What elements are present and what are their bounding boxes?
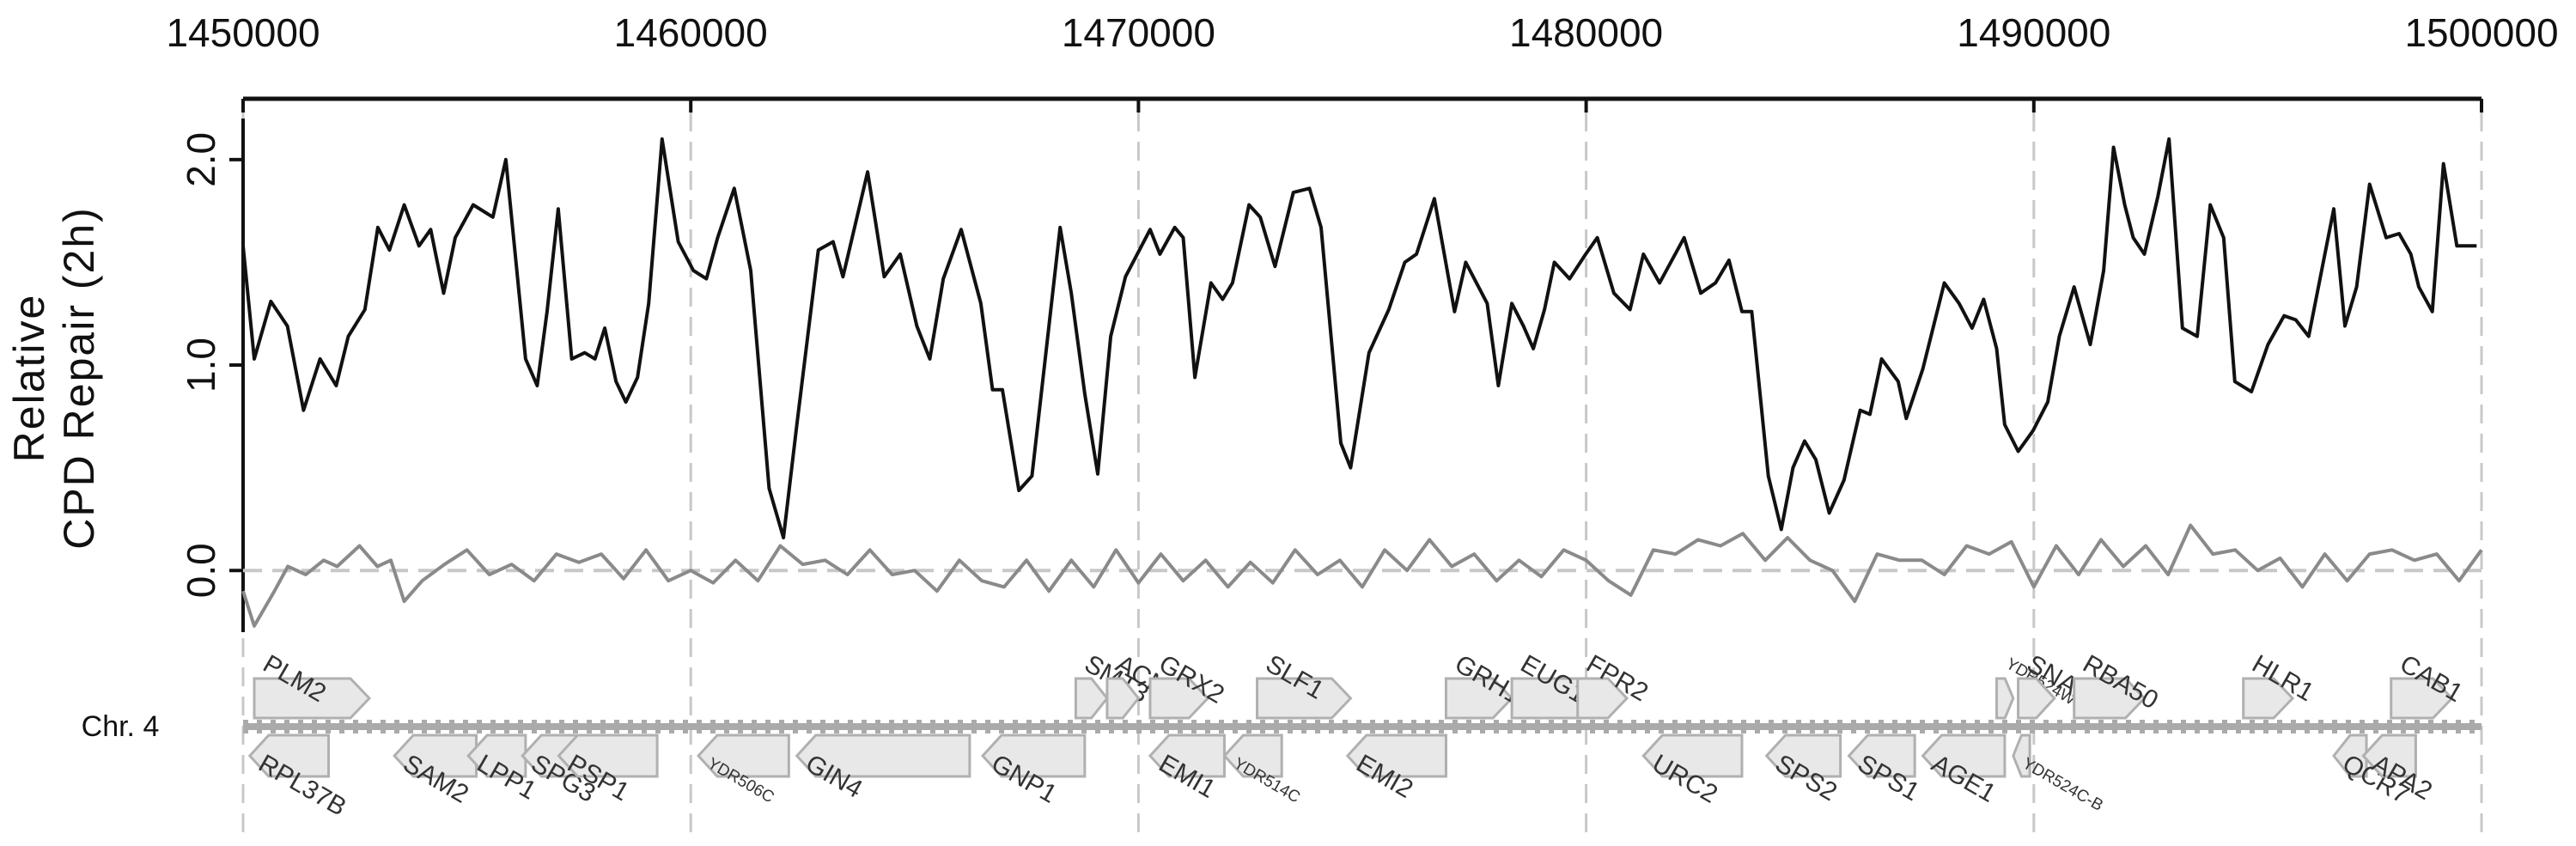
gene <box>1995 677 2015 720</box>
gene <box>1148 677 1210 720</box>
x-tick-label: 1480000 <box>1509 10 1663 55</box>
gene <box>247 733 331 778</box>
y-axis-title: Relative CPD Repair (2h) <box>5 206 103 550</box>
gene <box>2242 677 2295 720</box>
x-tick-label: 1470000 <box>1062 10 1215 55</box>
y-tick-label: 2.0 <box>179 132 223 187</box>
gene <box>1222 733 1283 778</box>
gene <box>1921 733 2007 778</box>
gene <box>697 733 790 778</box>
x-tick-label: 1490000 <box>1957 10 2110 55</box>
data-line <box>241 523 2483 628</box>
gene <box>1148 733 1226 778</box>
gene <box>466 733 527 778</box>
gene <box>1576 677 1629 720</box>
y-axis-title-line: CPD Repair (2h) <box>55 206 103 550</box>
gene <box>2390 677 2454 720</box>
gene <box>2012 733 2031 778</box>
gene <box>1345 733 1447 778</box>
gene <box>1444 677 1514 720</box>
gene <box>253 677 372 720</box>
y-tick-label: 0.0 <box>179 543 223 598</box>
gene-label: YDR524C-B <box>2019 754 2106 814</box>
gene <box>393 733 478 778</box>
gene <box>2361 733 2417 778</box>
gene <box>2073 677 2147 720</box>
x-tick-label: 1450000 <box>166 10 320 55</box>
gene <box>1764 733 1842 778</box>
gene <box>1105 677 1141 720</box>
track-label: Chr. 4 <box>82 710 160 743</box>
gene <box>1641 733 1744 778</box>
gene <box>2332 733 2368 778</box>
gene <box>980 733 1087 778</box>
x-tick-label: 1500000 <box>2404 10 2558 55</box>
gene <box>1847 733 1916 778</box>
gene <box>557 733 659 778</box>
data-line <box>241 137 2477 539</box>
y-axis-title-line: Relative <box>5 294 53 463</box>
gene <box>795 733 971 778</box>
gene <box>2017 677 2056 720</box>
gene <box>1074 677 1109 720</box>
x-tick-label: 1460000 <box>614 10 768 55</box>
gene <box>1256 677 1353 720</box>
y-tick-label: 1.0 <box>179 338 223 393</box>
